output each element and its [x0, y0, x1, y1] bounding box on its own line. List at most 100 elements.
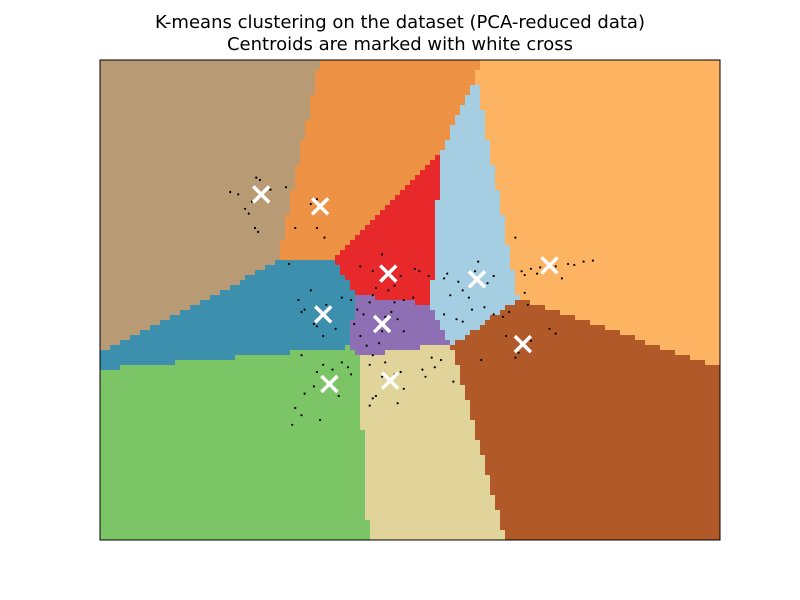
region-red: [350, 285, 431, 291]
region-beige: [360, 390, 466, 396]
region-tan: [100, 120, 306, 126]
data-point: [508, 310, 511, 314]
region-light-orange: [480, 90, 720, 96]
data-points: [229, 176, 595, 426]
region-teal: [180, 310, 356, 316]
region-brown: [465, 390, 720, 396]
region-tan: [100, 115, 311, 121]
region-beige: [360, 400, 471, 406]
region-beige: [365, 455, 486, 461]
data-point: [346, 366, 350, 369]
region-red: [375, 295, 431, 301]
region-purple: [350, 345, 421, 351]
data-point: [258, 178, 262, 182]
chart-title-line-2: Centroids are marked with white cross: [226, 34, 574, 55]
data-point: [399, 274, 402, 278]
data-point: [582, 260, 585, 263]
region-red: [375, 215, 436, 221]
region-light-blue: [445, 140, 491, 146]
data-point: [467, 296, 470, 299]
data-point: [243, 207, 247, 210]
region-brown: [475, 435, 720, 441]
region-brown: [465, 395, 720, 401]
region-beige: [360, 355, 456, 361]
region-light-blue: [430, 295, 521, 301]
region-light-orange: [485, 115, 720, 121]
data-point: [402, 387, 405, 390]
data-point: [340, 296, 343, 299]
cluster-regions: [100, 60, 720, 540]
region-beige: [360, 380, 461, 386]
region-light-orange: [520, 295, 720, 301]
region-brown: [460, 370, 720, 376]
region-light-orange: [485, 130, 720, 136]
region-teal: [140, 330, 351, 336]
data-point: [284, 186, 288, 189]
region-green: [100, 395, 361, 401]
region-red: [340, 265, 436, 271]
region-orange: [285, 235, 356, 241]
centroid-cross: [251, 185, 271, 204]
data-point: [427, 274, 430, 278]
region-light-blue: [435, 235, 506, 241]
region-light-orange: [510, 255, 720, 261]
region-green: [100, 450, 366, 456]
data-point: [492, 274, 495, 278]
region-green: [100, 405, 361, 411]
region-tan: [100, 110, 311, 116]
region-green: [100, 415, 361, 421]
region-green: [100, 485, 366, 491]
data-point: [255, 176, 258, 179]
region-light-blue: [435, 200, 501, 206]
region-brown: [485, 320, 591, 326]
region-beige: [370, 530, 506, 536]
region-light-orange: [515, 275, 720, 281]
region-brown: [470, 330, 621, 336]
region-light-orange: [495, 170, 720, 176]
data-point: [399, 370, 402, 374]
region-tan: [100, 180, 296, 186]
region-light-blue: [450, 135, 486, 141]
region-light-orange: [490, 150, 720, 156]
region-orange: [290, 200, 391, 206]
region-tan: [100, 100, 311, 106]
region-red: [340, 250, 436, 256]
region-light-blue: [450, 125, 486, 131]
region-light-orange: [480, 60, 720, 66]
data-point: [523, 291, 526, 294]
region-light-orange: [500, 195, 720, 201]
region-beige: [365, 500, 496, 506]
region-tan: [100, 245, 281, 251]
region-tan: [100, 345, 111, 351]
data-point: [359, 265, 362, 268]
region-purple: [355, 295, 376, 301]
data-point: [257, 230, 260, 233]
region-green: [100, 460, 366, 466]
data-point: [402, 298, 405, 302]
region-light-blue: [435, 270, 516, 276]
region-beige: [360, 410, 471, 416]
region-orange: [315, 70, 476, 76]
region-light-orange: [620, 330, 720, 336]
region-light-orange: [480, 65, 720, 71]
data-point: [446, 272, 449, 275]
axes-frame: [99, 59, 721, 541]
region-beige: [360, 360, 456, 366]
data-point: [322, 334, 325, 338]
region-green: [120, 365, 361, 371]
region-red: [405, 185, 441, 191]
region-light-blue: [440, 195, 501, 201]
region-green: [100, 430, 366, 436]
region-beige: [360, 420, 476, 426]
data-point: [492, 313, 495, 316]
region-brown: [480, 445, 720, 451]
data-point: [573, 263, 576, 267]
region-tan: [100, 165, 296, 171]
data-point: [567, 262, 570, 266]
region-orange: [315, 85, 471, 91]
region-light-blue: [435, 310, 501, 316]
data-point: [309, 289, 312, 292]
region-light-orange: [480, 85, 720, 91]
region-light-blue: [440, 165, 496, 171]
region-orange: [280, 250, 341, 256]
